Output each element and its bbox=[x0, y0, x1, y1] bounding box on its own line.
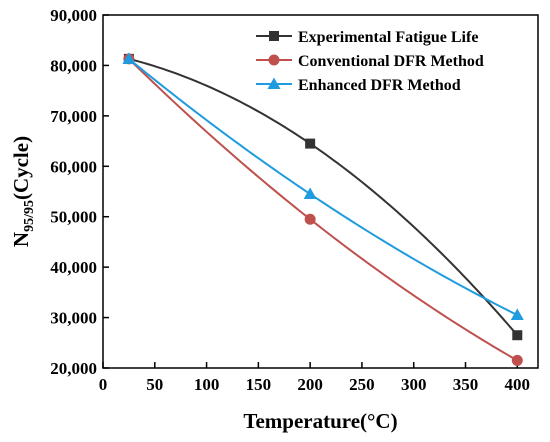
y-tick-label: 80,000 bbox=[50, 56, 97, 75]
x-axis-title: Temperature(°C) bbox=[243, 409, 397, 433]
x-axis: 0 50 100 150 200 250 300 350 400 bbox=[99, 362, 530, 394]
y-tick-label: 90,000 bbox=[50, 6, 97, 25]
legend-marker bbox=[267, 77, 281, 89]
data-point bbox=[304, 213, 316, 225]
y-axis-title-main: N bbox=[9, 232, 33, 247]
legend-item: Enhanced DFR Method bbox=[256, 77, 461, 94]
series-triangle bbox=[122, 52, 524, 321]
series-line bbox=[128, 58, 518, 316]
x-tick-label: 100 bbox=[194, 375, 220, 394]
x-tick-label: 50 bbox=[146, 375, 163, 394]
legend-marker bbox=[269, 31, 279, 41]
y-axis-title-subscript: 95/95 bbox=[22, 200, 37, 232]
y-tick-label: 30,000 bbox=[50, 309, 97, 328]
legend-item: Experimental Fatigue Life bbox=[256, 29, 478, 46]
x-tick-label: 250 bbox=[349, 375, 375, 394]
legend-label: Conventional DFR Method bbox=[298, 53, 484, 70]
y-axis-title: N95/95(Cycle) bbox=[9, 136, 37, 247]
data-point bbox=[305, 138, 316, 149]
legend-label: Experimental Fatigue Life bbox=[298, 29, 478, 46]
series-layer bbox=[122, 52, 524, 366]
data-point bbox=[511, 354, 523, 366]
legend-marker bbox=[268, 54, 280, 66]
data-point bbox=[303, 187, 317, 200]
x-tick-label: 400 bbox=[505, 375, 531, 394]
y-tick-label: 20,000 bbox=[50, 359, 97, 378]
y-tick-label: 70,000 bbox=[50, 107, 97, 126]
y-tick-label: 50,000 bbox=[50, 208, 97, 227]
plot-area-border bbox=[102, 14, 539, 369]
x-tick-label: 200 bbox=[297, 375, 323, 394]
data-point bbox=[510, 308, 524, 321]
legend: Experimental Fatigue Life Conventional DF… bbox=[256, 29, 484, 94]
series-line bbox=[128, 57, 519, 336]
legend-item: Conventional DFR Method bbox=[256, 53, 484, 70]
data-point bbox=[512, 330, 523, 341]
series-line bbox=[128, 58, 518, 362]
y-axis: 20,000 30,000 40,000 50,000 60,000 70,000 80,0… bbox=[50, 6, 109, 378]
y-tick-label: 40,000 bbox=[50, 258, 97, 277]
legend-label: Enhanced DFR Method bbox=[298, 77, 461, 94]
series-square bbox=[123, 53, 523, 341]
y-axis-title-rest: (Cycle) bbox=[9, 136, 33, 200]
x-tick-label: 350 bbox=[453, 375, 479, 394]
x-tick-label: 0 bbox=[99, 375, 108, 394]
series-circle bbox=[123, 53, 523, 366]
plot-frame bbox=[102, 14, 539, 369]
y-tick-label: 60,000 bbox=[50, 157, 97, 176]
data-point bbox=[122, 52, 136, 64]
x-tick-label: 300 bbox=[401, 375, 427, 394]
x-tick-label: 150 bbox=[246, 375, 272, 394]
